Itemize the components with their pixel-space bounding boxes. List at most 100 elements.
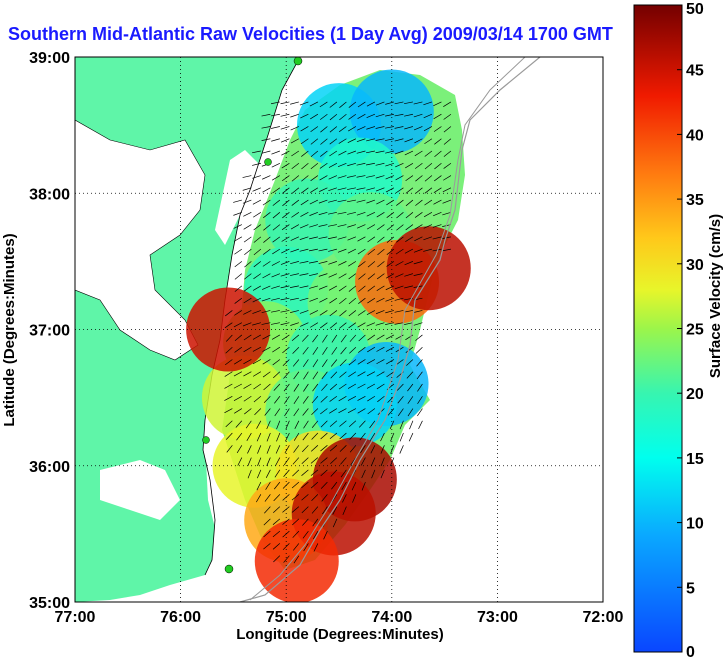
velocity-arrow xyxy=(360,457,366,466)
x-tick-label: 74:00 xyxy=(371,609,412,626)
colorbar: 0 5 10 15 20 25 30 35 40 45 50 Surface Velocity (c… xyxy=(633,1,724,659)
velocity-arrow xyxy=(357,126,366,131)
velocity-arrow xyxy=(358,420,366,428)
velocity-arrow xyxy=(301,506,309,514)
velocity-arrow xyxy=(348,420,357,428)
velocity-arrow xyxy=(348,371,357,378)
velocity-arrow xyxy=(243,395,252,402)
velocity-arrow xyxy=(292,518,300,526)
velocity-arrow xyxy=(284,396,290,404)
velocity-arrow xyxy=(339,420,347,427)
velocity-arrow xyxy=(337,199,347,203)
velocity-arrow xyxy=(303,420,309,429)
velocity-arrow xyxy=(404,126,414,130)
velocity-arrow xyxy=(342,506,347,516)
velocity-arrow xyxy=(424,187,433,194)
velocity-arrow xyxy=(320,126,328,133)
velocity-arrow xyxy=(347,175,356,178)
velocity-arrow xyxy=(329,383,338,391)
velocity-arrow xyxy=(380,432,385,442)
velocity-arrow xyxy=(257,457,262,467)
velocity-arrow xyxy=(256,432,262,442)
velocity-arrow xyxy=(370,445,376,454)
velocity-arrow xyxy=(262,273,271,279)
velocity-arrow xyxy=(367,261,376,268)
velocity-arrow xyxy=(376,224,385,231)
velocity-arrow xyxy=(370,457,376,466)
velocity-arrow xyxy=(413,248,423,253)
y-axis-label: Latitude (Degrees:Minutes) xyxy=(1,233,18,426)
velocity-arrow xyxy=(261,285,271,290)
velocity-arrow xyxy=(337,175,347,179)
velocity-arrow xyxy=(329,445,338,452)
velocity-arrow xyxy=(225,432,233,440)
velocity-arrow xyxy=(253,212,262,218)
velocity-arrow xyxy=(432,224,442,228)
velocity-arrow xyxy=(281,248,290,254)
velocity-arrow xyxy=(386,236,395,243)
velocity-arrow xyxy=(337,236,347,240)
velocity-arrow xyxy=(330,359,338,367)
velocity-arrow xyxy=(252,346,262,352)
velocity-arrow xyxy=(417,408,423,417)
velocity-arrow xyxy=(329,395,338,402)
velocity-arrow xyxy=(414,224,423,230)
velocity-arrow xyxy=(357,224,366,229)
velocity-arrow xyxy=(349,346,357,354)
velocity-arrow xyxy=(291,187,300,194)
velocity-arrow xyxy=(347,138,357,143)
velocity-arrow xyxy=(282,346,290,354)
velocity-arrow xyxy=(233,236,243,242)
velocity-arrow xyxy=(395,334,404,340)
velocity-arrow xyxy=(319,162,328,169)
velocity-arrow xyxy=(358,285,366,292)
velocity-arrow xyxy=(301,163,309,170)
velocity-arrow xyxy=(367,395,376,402)
velocity-arrow xyxy=(322,506,328,515)
velocity-arrow xyxy=(291,199,300,206)
velocity-arrow xyxy=(414,138,423,144)
velocity-arrow xyxy=(347,126,357,132)
velocity-arrow xyxy=(394,297,404,301)
velocity-arrow xyxy=(244,408,252,415)
velocity-arrow xyxy=(252,297,262,303)
velocity-arrow xyxy=(366,310,376,316)
velocity-arrow xyxy=(303,371,309,380)
velocity-arrow xyxy=(293,396,300,404)
velocity-arrow xyxy=(280,322,290,326)
velocity-arrow xyxy=(234,334,243,342)
velocity-arrow xyxy=(319,310,328,316)
velocity-arrow xyxy=(348,113,357,120)
velocity-arrow xyxy=(366,162,375,166)
velocity-arrow xyxy=(376,371,385,377)
velocity-arrow xyxy=(395,248,404,255)
velocity-arrow xyxy=(302,432,309,441)
velocity-arrow xyxy=(405,175,414,182)
velocity-arrow xyxy=(356,162,366,166)
velocity-arrow xyxy=(265,469,271,478)
velocity-arrow xyxy=(318,199,328,204)
velocity-arrow xyxy=(299,224,309,229)
colorbar-tick-label: 35 xyxy=(686,192,704,209)
plot-area xyxy=(74,56,604,603)
velocity-arrow xyxy=(405,212,414,219)
velocity-arrow xyxy=(293,371,300,380)
velocity-arrow xyxy=(433,113,442,120)
velocity-arrow xyxy=(385,187,395,193)
velocity-arrow xyxy=(434,150,442,158)
velocity-arrow xyxy=(404,322,413,325)
velocity-arrow xyxy=(376,273,385,280)
velocity-arrow xyxy=(386,199,395,206)
velocity-arrow xyxy=(385,162,395,167)
velocity-arrow xyxy=(301,175,309,182)
velocity-arrow xyxy=(358,334,366,342)
velocity-arrow xyxy=(347,408,357,414)
velocity-arrow xyxy=(282,199,290,207)
velocity-arrow xyxy=(299,236,309,240)
velocity-arrow xyxy=(276,420,281,430)
velocity-arrow xyxy=(386,261,395,267)
velocity-arrow xyxy=(413,322,423,326)
velocity-arrow xyxy=(272,518,281,525)
velocity-arrow xyxy=(224,371,233,377)
velocity-arrow xyxy=(252,310,261,314)
